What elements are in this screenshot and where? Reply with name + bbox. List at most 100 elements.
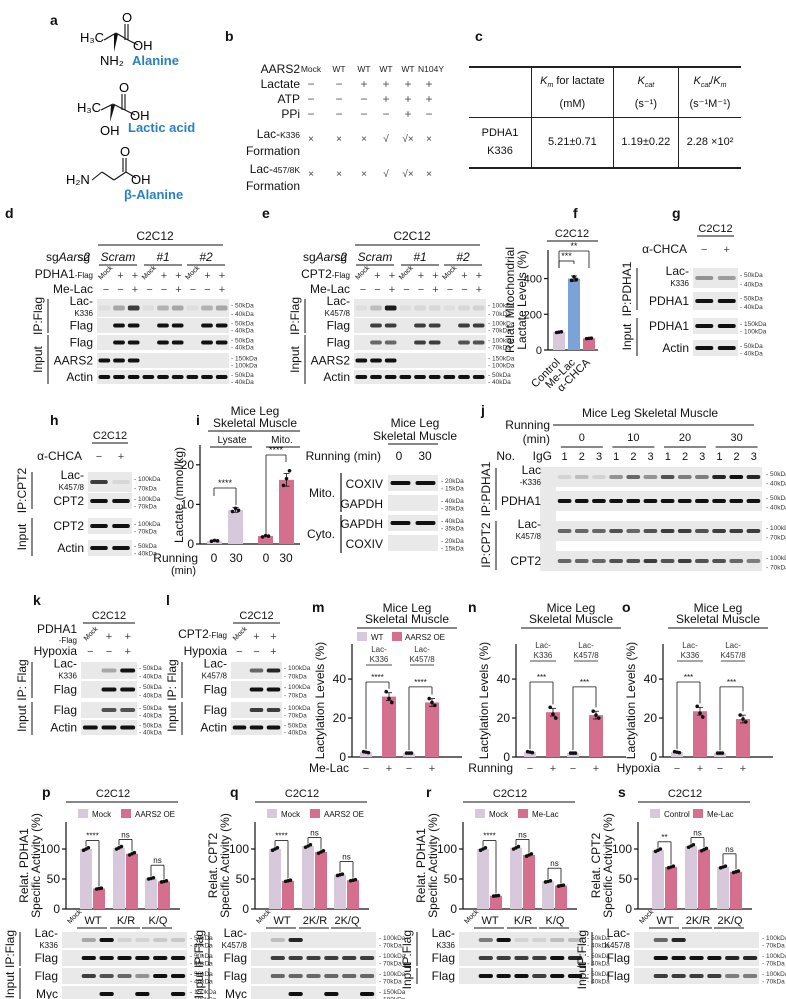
bar [671,752,683,757]
bar [113,847,125,909]
row-label: AARS2 [260,62,300,76]
legend-label: Me-Lac [707,810,734,819]
kda-marker: - 50kDa [134,543,157,550]
blot-label: Flag [224,969,247,983]
kda-marker: - 20kDa [441,478,464,485]
data-point [561,883,566,887]
cell: + [404,92,412,106]
blot-label: CPT2 [510,554,541,568]
row-label: -Flag [59,636,77,645]
section-label: IP:Flag [288,297,302,335]
row-label: (min) [523,432,550,446]
blot-flag [634,968,759,984]
blot-label: Flag [54,683,77,697]
x-tick: 0 [263,551,270,565]
blot-lac-k457-8 [556,521,762,541]
y-tick: 50 [444,872,458,886]
x-label: Hypoxia [617,761,661,775]
bar [93,888,105,909]
bar [302,846,314,909]
bar [334,874,346,909]
kda-marker: - 50kDa [139,705,162,712]
significance-label: *** [684,673,693,682]
kda-marker: - 150kDa [190,989,217,996]
group-label: WT [273,915,290,927]
kda-marker: - 100kDa [488,363,515,370]
bar [553,332,565,350]
kda-marker: - 35kDa [441,505,464,512]
x-tick: + [740,763,746,775]
blot-label: Flag [54,703,77,717]
blot-label: Lac- [61,468,84,482]
lane-label: − [106,646,112,658]
data-point [720,751,725,755]
row-label: Hypoxia [184,644,228,658]
panel-label: l [166,592,170,608]
bar [568,278,580,350]
significance-label: *** [561,251,572,261]
legend-label: Me-Lac [532,810,559,819]
significance-label: **** [218,478,233,488]
row-label: PPi [281,107,300,121]
data-point [281,483,286,488]
cell-line: C2C12 [136,229,174,243]
blot-label: Myc [225,987,247,999]
x-tick: + [593,763,599,775]
blot-label: K457/8 [59,483,85,492]
section-label: Input [620,323,634,350]
lane-label: − [236,646,242,658]
kda-marker: - 70kDa [379,942,402,949]
kda-marker: - 20kDa [441,538,464,545]
data-point [409,751,414,755]
y-tick: 0 [450,902,457,916]
data-point [671,864,676,868]
chart-title: Mice Leg [694,601,743,615]
cell-line: C2C12 [668,788,702,800]
lane-label: − [461,284,467,296]
x-tick: − [527,763,533,775]
data-point [704,846,709,851]
kda-marker: - 150kDa [488,356,515,363]
panel-label: p [42,784,51,800]
kinetics-table: Km for lactate (mM) Kcat (s⁻¹) Kcat/Km (s⁻¹… [469,66,741,169]
cell-line: C2C12 [285,788,319,800]
section-label: Input [400,962,414,989]
section-label: Input [165,704,179,731]
cell: √ [383,169,389,180]
blot-pdha1 [693,318,738,334]
significance-label: **** [483,832,495,841]
blot-aars2 [97,353,229,368]
blot-label: Flag [70,336,93,350]
replicate-label: 1 [716,451,722,463]
blot-lac-k336 [459,932,584,948]
bar [126,853,138,909]
x-tick: − [570,763,576,775]
data-point [658,847,663,851]
blot-label: Actin [50,721,77,735]
blot-flag [81,702,137,718]
bar [207,540,222,544]
bar [542,881,554,909]
lane-label: + [476,284,482,296]
cell: − [360,92,368,106]
cell: × [426,134,432,145]
lane-label: − [418,284,424,296]
kda-marker: - 100kDa [379,996,406,999]
blot-label: Actin [323,370,350,384]
cell: WT [379,64,393,74]
section-label: Input [15,704,29,731]
bar [315,852,327,909]
kda-marker: - 40kDa [587,960,610,967]
site-label: K336 [681,651,700,660]
blot-cpt2 [88,493,132,509]
group-label: Lysate [217,435,247,446]
x-tick: 0 [211,551,218,565]
site-label: K457/8 [409,655,435,664]
cell: − [360,107,368,121]
kda-marker: - 70kDa [134,503,157,510]
cell: − [425,107,433,121]
bar [583,338,595,350]
section-label: Mito. [309,486,335,500]
blot-label: Lac- [432,926,455,940]
panel-label: q [230,784,239,800]
